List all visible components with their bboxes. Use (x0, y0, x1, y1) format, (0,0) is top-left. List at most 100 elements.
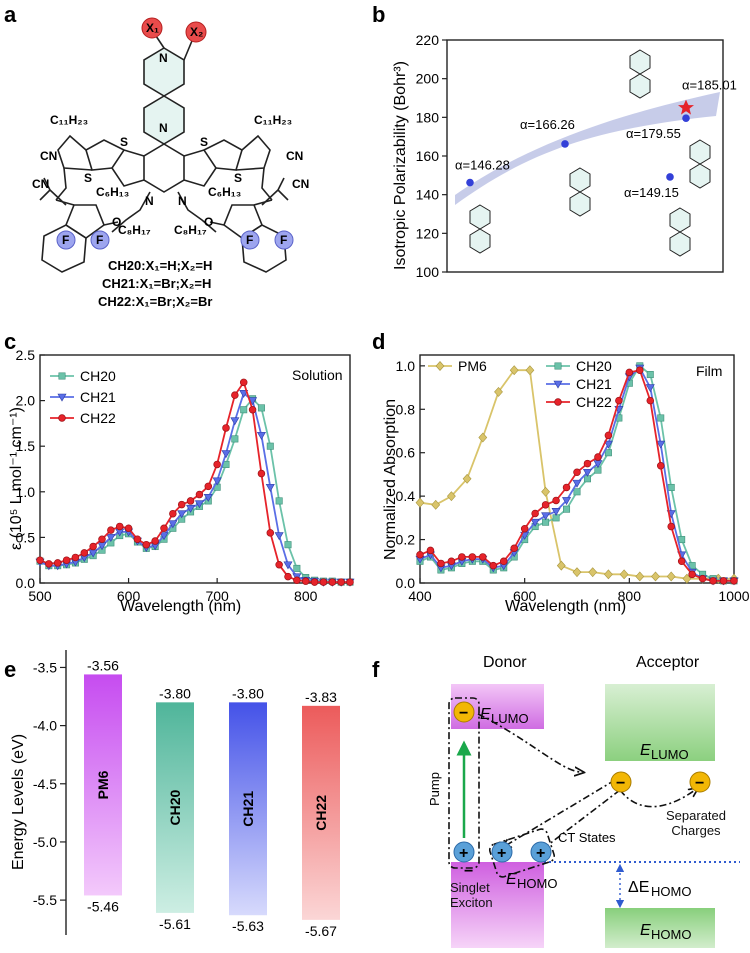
homo-label-ch22: -5.67 (305, 923, 337, 939)
energy-bar-ch22 (302, 705, 340, 920)
marker-ch21-c-27 (274, 532, 284, 541)
marker-ch22-d-20 (625, 368, 634, 377)
marker-pm6-d-8 (541, 486, 551, 497)
marker-ch21-c-18 (194, 500, 204, 509)
electron-donor (453, 701, 475, 723)
lumo-label-ch20: -3.80 (159, 685, 191, 701)
marker-pm6-d-11 (588, 567, 598, 578)
acceptor-homo-box (605, 908, 715, 948)
donor-lumo-sub: LUMO (491, 711, 529, 726)
molecule-icons-b (469, 49, 711, 257)
series-markers-c-ch22 (36, 378, 354, 586)
marker-ch20-c-26 (266, 442, 274, 450)
marker-ch21-c-23 (239, 390, 249, 398)
y-tick-label-d-3: 0.6 (396, 445, 416, 461)
lumo-label-ch21: -3.80 (232, 685, 264, 701)
x-tick-label-d-2: 800 (618, 588, 642, 604)
marker-ch22-c-26 (266, 529, 275, 537)
y-tick-label-d-1: 0.2 (396, 532, 416, 548)
marker-ch22-d-5 (468, 553, 477, 561)
n-atom-left: N (145, 194, 154, 208)
c6-left-label: C₆H₁₃ (96, 185, 129, 199)
y-tick-label-c-5: 2.5 (16, 347, 36, 363)
x-tick-label-c-0: 500 (28, 588, 52, 604)
marker-ch21-c-21 (221, 450, 231, 459)
acceptor-lumo-e: E (640, 742, 651, 759)
donor-lumo-e: E (480, 706, 491, 723)
cn-label-2: CN (32, 177, 49, 191)
marker-ch21-d-23 (656, 440, 666, 449)
n-atom-mid: N (159, 121, 168, 135)
marker-ch20-d-14 (563, 505, 571, 513)
marker-ch21-c-22 (230, 417, 240, 426)
s-atom-3: S (84, 171, 92, 185)
legend-label-c-2: CH22 (80, 410, 116, 426)
minus-3: − (695, 775, 704, 792)
cn-label-3: CN (286, 149, 303, 163)
marker-ch22-d-legend-3 (554, 398, 562, 406)
marker-ch22-d-11 (531, 509, 539, 518)
marker-ch22-c-1 (45, 560, 53, 568)
x-axis-label-d: Wavelength (nm) (505, 598, 626, 615)
donor-homo-box (451, 862, 544, 948)
x1-ball (141, 17, 163, 39)
f-label-3: F (246, 233, 253, 247)
marker-pm6-d-5 (494, 386, 503, 397)
marker-ch22-d-17 (594, 453, 602, 461)
y-tick-label-b-3: 160 (416, 148, 440, 164)
marker-ch22-c-7 (98, 535, 106, 543)
marker-ch21-c-19 (203, 493, 213, 502)
hole-3 (530, 841, 552, 863)
marker-ch22-c-17 (186, 497, 195, 505)
c8-left-label: C₈H₁₇ (118, 223, 151, 237)
y-tick-label-d-0: 0.0 (396, 575, 416, 591)
chart-d: 400 600 800 1000 0.0 0.2 0.4 0.6 0.8 1.0 Film PM6… (382, 354, 750, 615)
f-ball-3 (240, 230, 260, 250)
marker-ch20-d-18 (604, 449, 612, 457)
acceptor-lumo-sub: LUMO (651, 747, 689, 762)
panel-letter-c: c (4, 329, 16, 354)
legend-label-c-0: CH20 (80, 368, 116, 384)
legend-label-d-3: CH22 (576, 394, 612, 410)
legend-label-d-0: PM6 (458, 358, 487, 374)
molecule-legend-3: CH22:X₁=Br;X₂=Br (98, 294, 212, 309)
marker-ch20-d-legend-1 (554, 362, 562, 370)
hole-2 (491, 841, 513, 863)
marker-ch22-d-0 (416, 551, 424, 559)
y-tick-label-c-0: 0.0 (16, 575, 36, 591)
marker-pm6-d-7 (525, 365, 535, 376)
singlet-exciton-label: Singlet Exciton (450, 880, 493, 910)
marker-ch20-d-24 (667, 483, 675, 491)
acceptor-lumo-box (605, 684, 715, 761)
n-atom-right: N (178, 194, 187, 208)
point-label-b-2: α=185.01 (682, 78, 737, 93)
marker-ch22-d-6 (479, 553, 487, 561)
marker-ch22-c-23 (239, 378, 248, 387)
marker-ch21-c-8 (106, 534, 116, 543)
donor-label: Donor (483, 654, 527, 671)
marker-ch22-c-35 (346, 578, 354, 586)
marker-ch21-c-28 (283, 561, 293, 570)
marker-ch22-c-24 (248, 405, 257, 414)
marker-ch22-c-9 (115, 522, 124, 531)
exciton-minus: − (464, 863, 473, 880)
electron-separated (689, 771, 711, 793)
marker-ch21-d-18 (603, 440, 613, 449)
marker-ch20-c-23 (240, 406, 248, 414)
marker-pm6-d-13 (619, 569, 629, 580)
legend-label-d-2: CH21 (576, 376, 612, 392)
y-tick-label-d-4: 0.8 (396, 401, 416, 417)
hole-1 (453, 841, 475, 863)
marker-ch21-c-25 (256, 431, 266, 440)
y-tick-label-c-1: 0.5 (16, 529, 36, 545)
marker-ch21-d-22 (645, 384, 655, 393)
panel-letter-f: f (372, 657, 380, 682)
chart-b: 100 120 140 160 180 200 220 Isotropic Polariza… (392, 32, 737, 280)
delta-e-label: ΔE (628, 879, 649, 896)
y-tick-label-b-0: 100 (416, 264, 440, 280)
y-tick-label-b-4: 180 (416, 109, 440, 125)
x2-ball (185, 21, 207, 43)
marker-ch21-d-16 (582, 468, 592, 477)
f-ball-1 (56, 230, 76, 250)
